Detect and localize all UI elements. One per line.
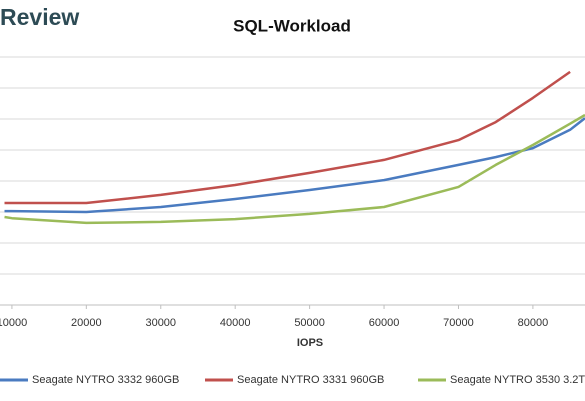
legend-label: Seagate NYTRO 3331 960GB	[237, 374, 384, 386]
series-line	[4, 113, 585, 225]
x-tick-label: 10000	[0, 317, 27, 329]
series-line	[4, 70, 571, 205]
x-tick-label: 70000	[443, 317, 474, 329]
x-tick-label: 50000	[294, 317, 325, 329]
x-tick-label: 40000	[220, 317, 251, 329]
series-line	[4, 117, 585, 214]
x-tick-label: 20000	[71, 317, 102, 329]
x-tick-label: 80000	[518, 317, 549, 329]
logo: Review	[0, 4, 79, 30]
x-tick-label: 30000	[145, 317, 176, 329]
x-tick-label: 60000	[369, 317, 400, 329]
legend-label: Seagate NYTRO 3530 3.2T	[450, 374, 585, 386]
legend-label: Seagate NYTRO 3332 960GB	[32, 374, 179, 386]
chart-title: SQL-Workload	[233, 16, 351, 35]
x-axis-label: IOPS	[297, 337, 323, 349]
